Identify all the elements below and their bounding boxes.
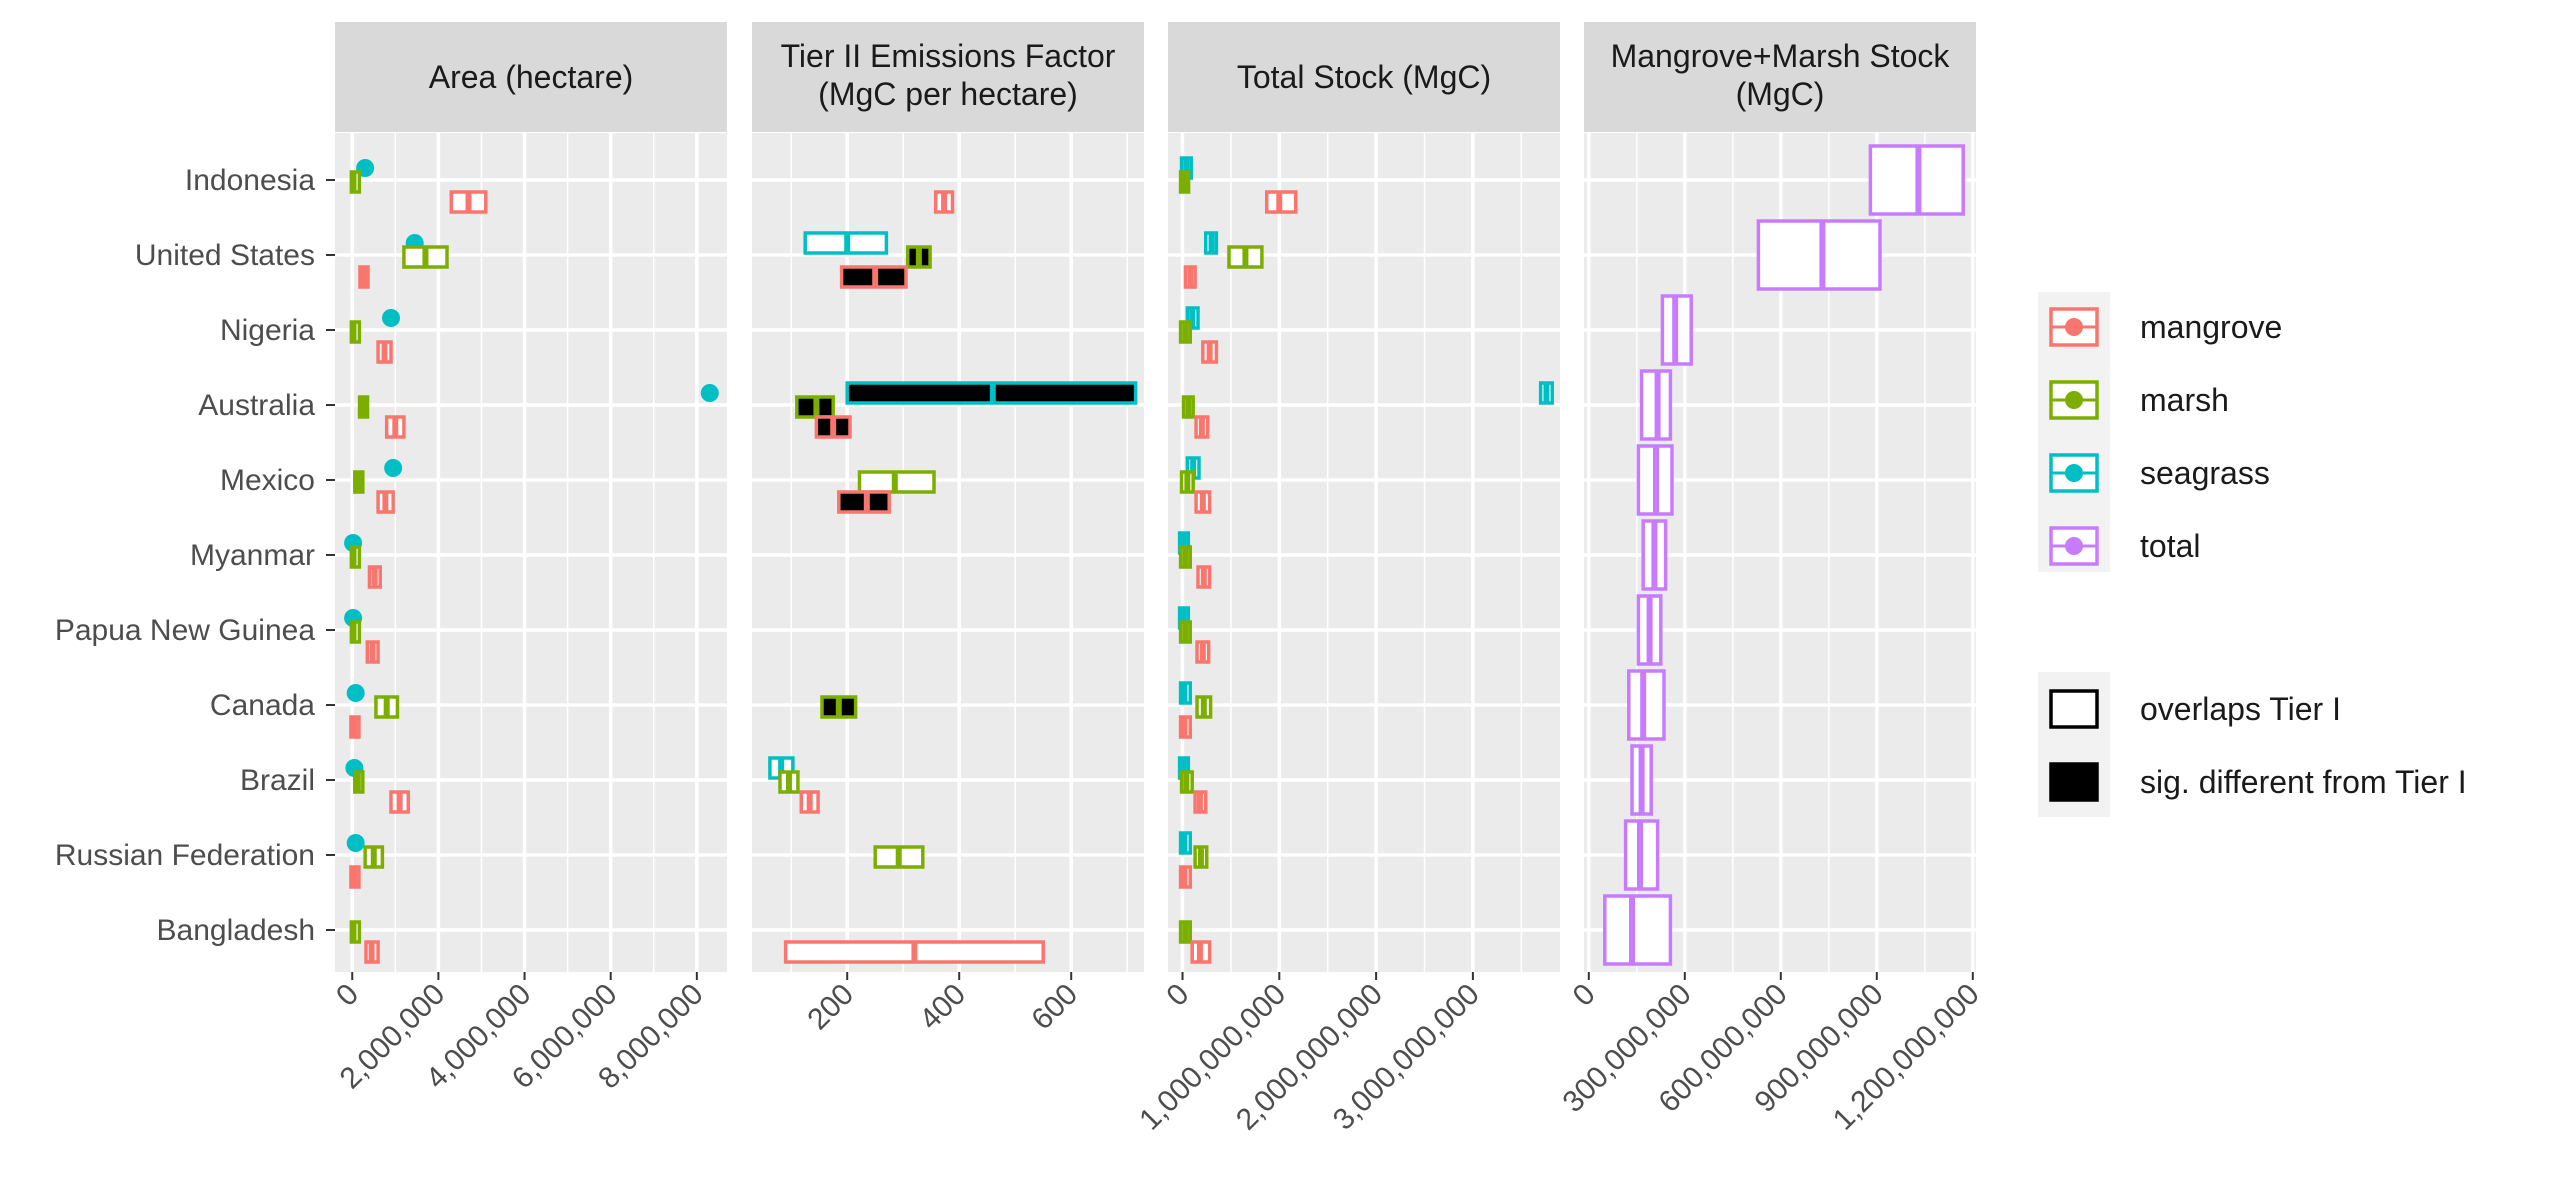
seagrass-russian-federation-point [346,834,365,852]
legend-dot-marsh [2065,391,2083,409]
seagrass-canada-point [346,684,365,702]
seagrass-nigeria-point [382,309,400,327]
legend-dot-seagrass [2065,464,2083,482]
legend-label-mangrove: mangrove [2140,309,2282,345]
seagrass-australia-point [700,384,719,402]
y-tick-label: Russian Federation [55,839,315,872]
x-tick-label: 0 [330,978,365,1013]
panel-title: Mangrove+Marsh Stock [1611,38,1951,74]
panel-background [1168,133,1560,972]
legend-label-sig: sig. different from Tier I [2140,764,2467,800]
panel-title: Total Stock (MgC) [1237,59,1491,95]
panel-strip [752,22,1144,132]
panel-strip [1168,22,1560,132]
x-tick-label: 0 [1567,978,1602,1013]
panel-title: (MgC per hectare) [818,76,1078,112]
y-tick-label: Myanmar [190,539,315,572]
panel-strip [335,22,727,132]
legend-label-overlap: overlaps Tier I [2140,691,2341,727]
total-bangladesh-interval [1603,894,1673,966]
legend-key-overlap [2049,689,2099,729]
legend-dot-total [2065,537,2083,555]
legend-label-marsh: marsh [2140,382,2229,418]
legend: mangrove marsh seagrass total overlaps Tier … [2038,292,2467,817]
panel-2: Tier II Emissions Factor(MgC per hectare… [752,22,1144,1036]
panel-title: Tier II Emissions Factor [781,38,1116,74]
y-tick-label: Canada [210,689,315,722]
legend-dot-mangrove [2065,318,2083,336]
x-tick-label: 0 [1160,978,1195,1013]
y-tick-label: Brazil [240,764,315,797]
y-tick-label: Australia [198,389,315,422]
legend-label-seagrass: seagrass [2140,455,2270,491]
x-tick-label: 400 [913,978,972,1037]
x-tick-label: 600 [1025,978,1084,1037]
y-tick-label: Mexico [220,464,315,497]
y-tick-label: Papua New Guinea [55,614,315,647]
total-canada-interval [1627,669,1666,741]
legend-key-sig [2049,762,2099,802]
y-tick-label: Bangladesh [157,914,315,947]
seagrass-mexico-point [384,459,403,477]
y-tick-label: Indonesia [185,164,315,197]
panel-1: Area (hectare)02,000,0004,000,0006,000,0… [330,22,727,1095]
y-tick-label: United States [135,239,315,272]
panel-title: (MgC) [1736,76,1825,112]
panel-background [335,133,727,972]
panel-background [752,133,1144,972]
panel-3: Total Stock (MgC)01,000,000,0002,000,000… [1133,22,1560,1137]
panel-4: Mangrove+Marsh Stock(MgC)0300,000,000600… [1556,22,1986,1137]
y-tick-label: Nigeria [220,314,315,347]
panel-title: Area (hectare) [429,59,634,95]
panel-strip [1584,22,1976,132]
total-united-states-interval [1756,219,1882,291]
x-tick-label: 200 [801,978,860,1037]
legend-label-total: total [2140,528,2200,564]
